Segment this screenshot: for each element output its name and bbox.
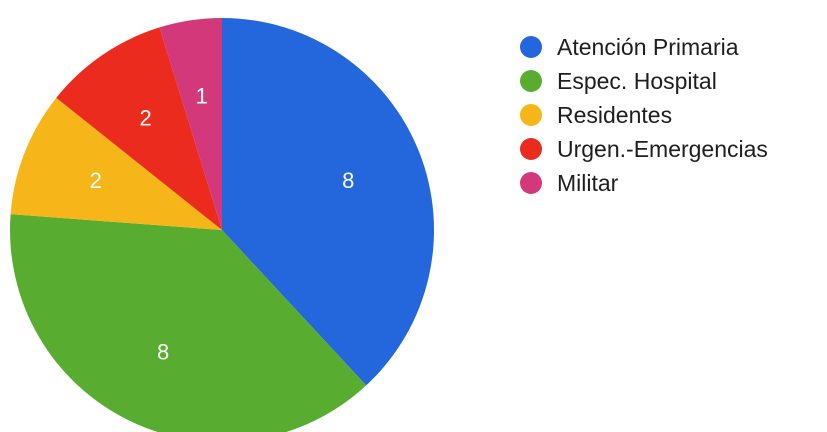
legend-swatch-atencion-primaria: [520, 36, 542, 58]
slice-value-label-espec-hospital: 8: [157, 340, 169, 365]
slice-value-label-atencion-primaria: 8: [342, 168, 354, 193]
pie-slice-labels: 8 8 2 2 1: [90, 83, 355, 364]
slice-value-label-residentes: 2: [90, 168, 102, 193]
legend: Atención Primaria Espec. Hospital Resident…: [520, 34, 768, 196]
pie-slice-atencion-primaria: [222, 18, 435, 386]
legend-label-atencion-primaria: Atención Primaria: [557, 34, 739, 60]
legend-label-espec-hospital: Espec. Hospital: [557, 68, 717, 94]
legend-swatch-urgen-emergencias: [520, 138, 542, 160]
legend-label-residentes: Residentes: [557, 102, 672, 128]
legend-swatch-espec-hospital: [520, 70, 542, 92]
slice-value-label-militar: 1: [196, 83, 208, 108]
slice-value-label-urgen-emergencias: 2: [139, 105, 151, 130]
pie-slice-espec-hospital: [10, 214, 367, 432]
pie-slice-militar: [159, 18, 222, 230]
pie-slices: [10, 18, 435, 432]
legend-label-militar: Militar: [557, 170, 619, 196]
legend-swatch-militar: [520, 172, 542, 194]
legend-label-urgen-emergencias: Urgen.-Emergencias: [557, 136, 768, 162]
pie-slice-urgen-emergencias: [56, 27, 222, 231]
legend-swatch-residentes: [520, 104, 542, 126]
pie-slice-residentes: [10, 97, 223, 230]
